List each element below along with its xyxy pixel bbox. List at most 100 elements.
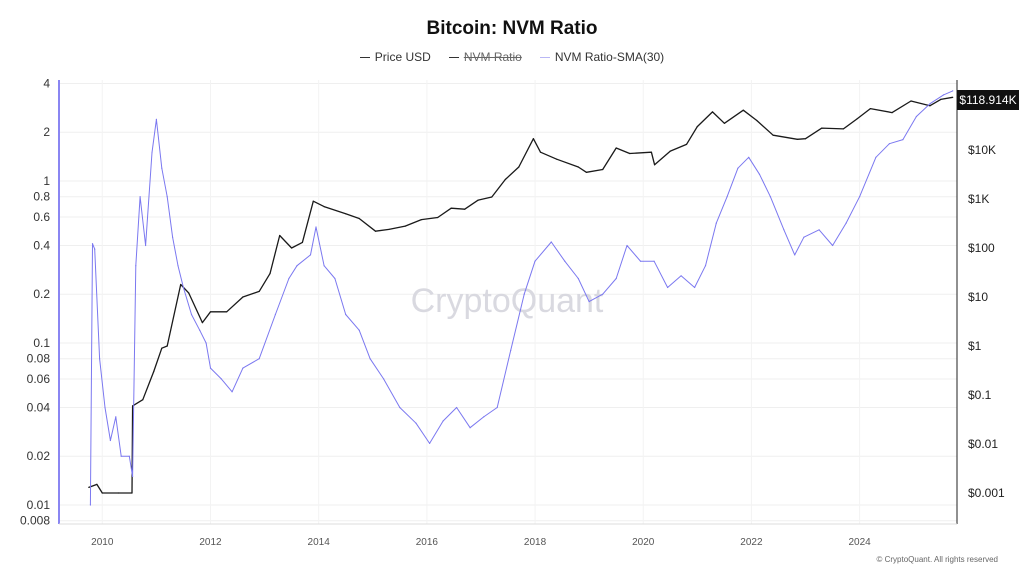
point-nvm-ratio-sma-30-57 — [639, 260, 642, 262]
point-nvm-ratio-sma-30-6 — [115, 416, 117, 418]
point-nvm-ratio-sma-30-63 — [715, 222, 717, 224]
point-nvm-ratio-sma-30-19 — [182, 286, 184, 289]
point-nvm-ratio-sma-30-13 — [151, 151, 153, 154]
left-tick-0-008: 0.008 — [20, 514, 50, 528]
point-nvm-ratio-sma-30-54 — [602, 293, 604, 295]
legend-label-nvm-ratio: NVM Ratio — [463, 50, 522, 64]
left-tick-0-2: 0.2 — [33, 287, 50, 301]
point-price-usd-16 — [258, 290, 260, 292]
point-nvm-ratio-sma-30-9 — [132, 475, 134, 478]
point-nvm-ratio-sma-30-62 — [704, 265, 707, 267]
point-nvm-ratio-sma-30-72 — [818, 229, 820, 231]
point-price-usd-49 — [711, 111, 714, 113]
point-nvm-ratio-sma-30-35 — [345, 313, 347, 316]
point-price-usd-58 — [856, 118, 858, 120]
point-nvm-ratio-sma-30-79 — [915, 115, 918, 118]
legend-swatch-price-usd — [359, 56, 370, 58]
point-nvm-ratio-sma-30-34 — [334, 277, 336, 280]
point-price-usd-46 — [669, 150, 671, 152]
point-nvm-ratio-sma-30-15 — [161, 167, 163, 169]
point-nvm-ratio-sma-30-5 — [109, 439, 111, 442]
point-price-usd-22 — [323, 206, 325, 208]
point-price-usd-21 — [312, 200, 314, 202]
legend: Price USD NVM Ratio NVM Ratio-SMA(30) — [0, 50, 1024, 64]
point-price-usd-7 — [153, 371, 155, 373]
point-nvm-ratio-sma-30-31 — [309, 254, 312, 256]
point-nvm-ratio-sma-30-17 — [172, 236, 174, 238]
point-nvm-ratio-sma-30-37 — [369, 358, 371, 360]
point-price-usd-54 — [796, 138, 799, 140]
left-tick-0-02: 0.02 — [27, 449, 51, 463]
point-price-usd-0 — [88, 486, 90, 488]
point-nvm-ratio-sma-30-20 — [190, 313, 193, 316]
point-price-usd-47 — [685, 143, 688, 145]
point-price-usd-56 — [821, 127, 823, 129]
point-price-usd-18 — [279, 234, 281, 237]
point-nvm-ratio-sma-30-45 — [483, 416, 485, 418]
point-price-usd-25 — [374, 230, 377, 232]
point-price-usd-57 — [842, 128, 845, 130]
legend-swatch-nvm-ratio — [448, 56, 459, 58]
point-price-usd-31 — [464, 208, 466, 210]
x-tick-2024: 2024 — [849, 537, 872, 548]
legend-label-price-usd: Price USD — [374, 50, 431, 64]
point-price-usd-23 — [345, 213, 347, 215]
x-tick-2020: 2020 — [632, 537, 655, 548]
legend-item-nvm-sma[interactable]: NVM Ratio-SMA(30) — [539, 50, 665, 64]
point-price-usd-35 — [518, 166, 520, 168]
point-price-usd-20 — [301, 241, 303, 243]
point-nvm-ratio-sma-30-70 — [794, 254, 796, 256]
right-tick-100: $100 — [968, 241, 995, 255]
series-layer — [88, 90, 954, 506]
point-nvm-ratio-sma-30-29 — [288, 277, 290, 280]
point-nvm-ratio-sma-30-74 — [845, 222, 847, 224]
current-price-label: $118.914K — [959, 93, 1016, 107]
x-tick-2016: 2016 — [416, 537, 439, 548]
point-nvm-ratio-sma-30-28 — [274, 313, 276, 316]
point-price-usd-29 — [437, 216, 439, 219]
point-nvm-ratio-sma-30-80 — [929, 103, 931, 105]
point-nvm-ratio-sma-30-24 — [220, 378, 222, 380]
watermark: CryptoQuant — [411, 282, 604, 320]
point-price-usd-14 — [226, 311, 228, 313]
point-nvm-ratio-sma-30-42 — [442, 420, 444, 422]
point-nvm-ratio-sma-30-39 — [399, 406, 401, 409]
point-price-usd-39 — [577, 166, 579, 168]
point-nvm-ratio-sma-30-65 — [737, 167, 739, 169]
point-nvm-ratio-sma-30-1 — [91, 243, 94, 245]
right-tick-0-1: $0.1 — [968, 388, 992, 402]
point-price-usd-30 — [450, 207, 452, 209]
point-nvm-ratio-sma-30-11 — [139, 196, 141, 198]
point-price-usd-63 — [940, 98, 942, 100]
point-nvm-ratio-sma-30-60 — [680, 275, 682, 277]
point-nvm-ratio-sma-30-66 — [748, 156, 750, 158]
point-price-usd-43 — [629, 152, 631, 155]
point-nvm-ratio-sma-30-44 — [469, 427, 471, 429]
point-price-usd-51 — [742, 109, 744, 111]
point-price-usd-42 — [615, 147, 617, 149]
right-tick-10k: $10K — [968, 143, 996, 157]
current-price-tag: $118.914K — [957, 90, 1019, 110]
point-nvm-ratio-sma-30-55 — [615, 277, 617, 280]
point-price-usd-33 — [491, 196, 493, 198]
point-price-usd-2 — [101, 492, 103, 494]
point-price-usd-60 — [891, 112, 893, 114]
legend-label-nvm-sma: NVM Ratio-SMA(30) — [554, 50, 665, 64]
point-price-usd-17 — [269, 273, 271, 275]
point-price-usd-6 — [142, 399, 144, 401]
legend-item-nvm-ratio[interactable]: NVM Ratio — [448, 50, 522, 64]
point-price-usd-37 — [539, 151, 542, 153]
point-price-usd-61 — [910, 100, 912, 102]
point-nvm-ratio-sma-30-46 — [496, 406, 498, 409]
point-price-usd-10 — [180, 283, 182, 286]
point-price-usd-15 — [242, 296, 244, 298]
left-tick-0-8: 0.8 — [33, 190, 50, 204]
point-nvm-ratio-sma-30-40 — [415, 422, 417, 424]
point-price-usd-38 — [556, 158, 558, 160]
point-nvm-ratio-sma-30-10 — [135, 265, 137, 267]
point-nvm-ratio-sma-30-26 — [242, 367, 244, 369]
legend-item-price-usd[interactable]: Price USD — [359, 50, 431, 64]
point-price-usd-26 — [388, 228, 390, 230]
point-nvm-ratio-sma-30-0 — [89, 504, 91, 506]
